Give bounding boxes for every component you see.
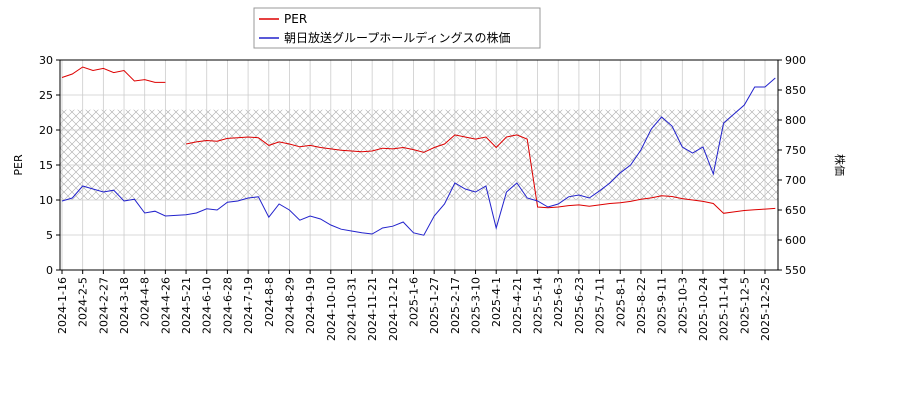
x-tick-label: 2025-8-22: [635, 277, 648, 334]
y-tick-label: 30: [39, 54, 53, 67]
y-tick-label: 10: [39, 194, 53, 207]
x-tick-label: 2025-11-14: [718, 277, 731, 341]
x-tick-label: 2024-12-12: [387, 277, 400, 341]
shaded-range: [60, 109, 778, 200]
y2-axis-label: 株価: [833, 154, 847, 176]
legend-box: [253, 7, 541, 49]
x-tick-label: 2024-2-5: [77, 277, 90, 327]
y-axis-label: PER: [12, 154, 25, 176]
y-tick-label: 25: [39, 89, 53, 102]
y2-tick-label: 600: [785, 234, 806, 247]
x-tick-label: 2024-9-19: [304, 277, 317, 334]
x-tick-label: 2025-4-21: [511, 277, 524, 334]
x-tick-label: 2024-4-26: [159, 277, 172, 334]
x-tick-label: 2024-6-10: [201, 277, 214, 334]
x-tick-label: 2025-10-3: [676, 277, 689, 334]
legend-label: 朝日放送グループホールディングスの株価: [284, 30, 510, 45]
y2-tick-label: 700: [785, 174, 806, 187]
x-tick-label: 2025-5-14: [532, 277, 545, 334]
x-tick-label: 2025-1-27: [428, 277, 441, 334]
y-tick-label: 5: [46, 229, 53, 242]
x-tick-label: 2025-6-23: [573, 277, 586, 334]
x-tick-label: 2025-6-3: [552, 277, 565, 327]
x-tick-label: 2025-8-1: [614, 277, 627, 327]
y2-tick-label: 750: [785, 144, 806, 157]
x-tick-label: 2025-3-10: [470, 277, 483, 334]
x-tick-label: 2024-8-8: [263, 277, 276, 327]
y2-tick-label: 550: [785, 264, 806, 277]
y-tick-label: 20: [39, 124, 53, 137]
legend-label: PER: [284, 12, 307, 26]
y2-tick-label: 650: [785, 204, 806, 217]
y2-tick-label: 850: [785, 84, 806, 97]
series-line: [61, 66, 776, 214]
x-tick-label: 2024-5-21: [180, 277, 193, 334]
plot-frame: [59, 59, 779, 271]
x-tick-label: 2024-3-18: [118, 277, 131, 334]
x-tick-label: 2024-10-31: [345, 277, 358, 341]
x-tick-label: 2024-10-10: [325, 277, 338, 341]
x-tick-label: 2025-12-5: [738, 277, 751, 334]
x-tick-label: 2025-9-11: [656, 277, 669, 334]
x-tick-label: 2024-7-19: [242, 277, 255, 334]
x-tick-label: 2025-1-6: [408, 277, 421, 327]
x-tick-label: 2024-1-16: [56, 277, 69, 334]
x-tick-label: 2024-6-28: [221, 277, 234, 334]
y2-tick-label: 900: [785, 54, 806, 67]
x-tick-label: 2025-4-1: [490, 277, 503, 327]
x-tick-label: 2024-11-21: [366, 277, 379, 341]
x-tick-label: 2025-7-11: [594, 277, 607, 334]
y-tick-label: 15: [39, 159, 53, 172]
x-tick-label: 2025-12-25: [759, 277, 772, 341]
x-tick-label: 2024-8-29: [283, 277, 296, 334]
series-line: [61, 77, 776, 236]
y-tick-label: 0: [46, 264, 53, 277]
y2-tick-label: 800: [785, 114, 806, 127]
x-tick-label: 2024-2-27: [97, 277, 110, 334]
x-tick-label: 2025-10-24: [697, 277, 710, 341]
x-tick-label: 2024-4-8: [139, 277, 152, 327]
x-tick-label: 2025-2-17: [449, 277, 462, 334]
